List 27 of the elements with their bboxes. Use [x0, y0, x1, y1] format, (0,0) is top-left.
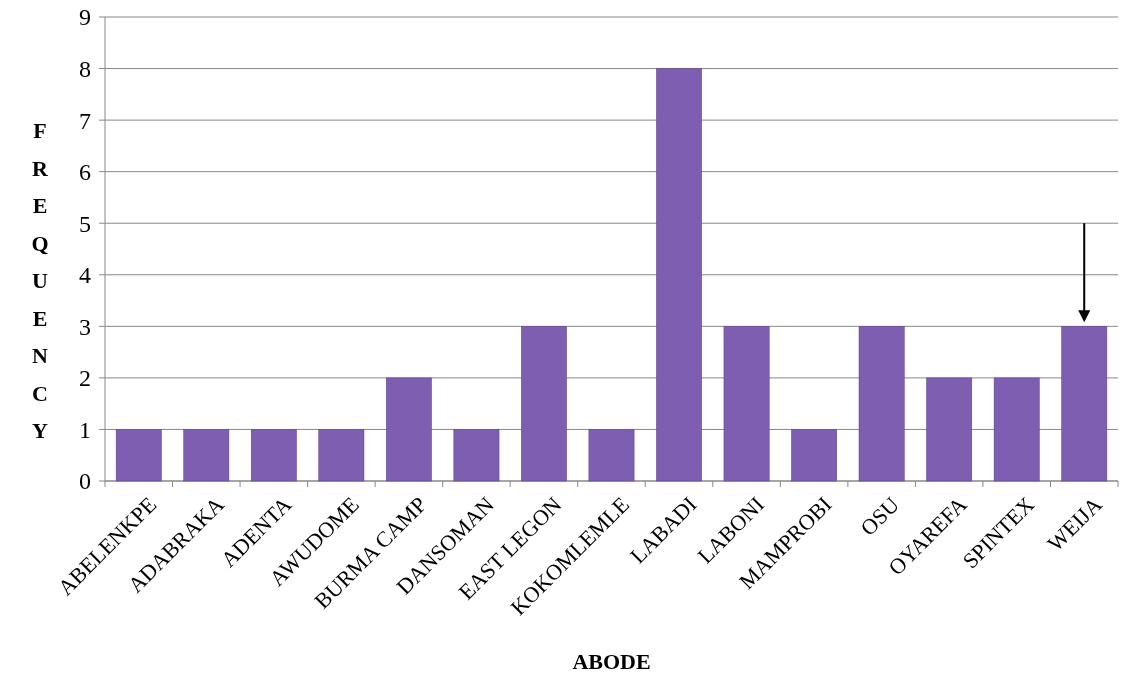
y-tick-label: 2 — [79, 365, 91, 392]
y-tick-label: 6 — [79, 159, 91, 186]
bar — [791, 429, 837, 482]
y-tick-label: 4 — [79, 262, 91, 289]
bar — [723, 326, 770, 482]
bar — [318, 429, 365, 482]
y-tick-label: 9 — [79, 4, 91, 31]
bar — [115, 429, 162, 482]
x-axis-title: ABODE — [572, 649, 651, 674]
bar — [656, 68, 702, 482]
bar — [926, 377, 973, 482]
text: FREQUENCY — [31, 118, 49, 443]
bar — [993, 377, 1040, 482]
y-tick-label: 0 — [79, 468, 91, 495]
bar — [1061, 326, 1108, 482]
y-tick-label: 3 — [79, 313, 91, 340]
y-tick-label: 5 — [79, 210, 91, 237]
bar — [453, 429, 500, 482]
bar — [521, 326, 567, 482]
bar — [386, 377, 432, 482]
y-tick-label: 7 — [79, 107, 91, 134]
bar — [588, 429, 635, 482]
bar — [183, 429, 230, 482]
y-tick-label: 1 — [79, 416, 91, 443]
bar — [858, 326, 905, 482]
y-tick-label: 8 — [79, 55, 91, 82]
bar — [250, 429, 297, 482]
